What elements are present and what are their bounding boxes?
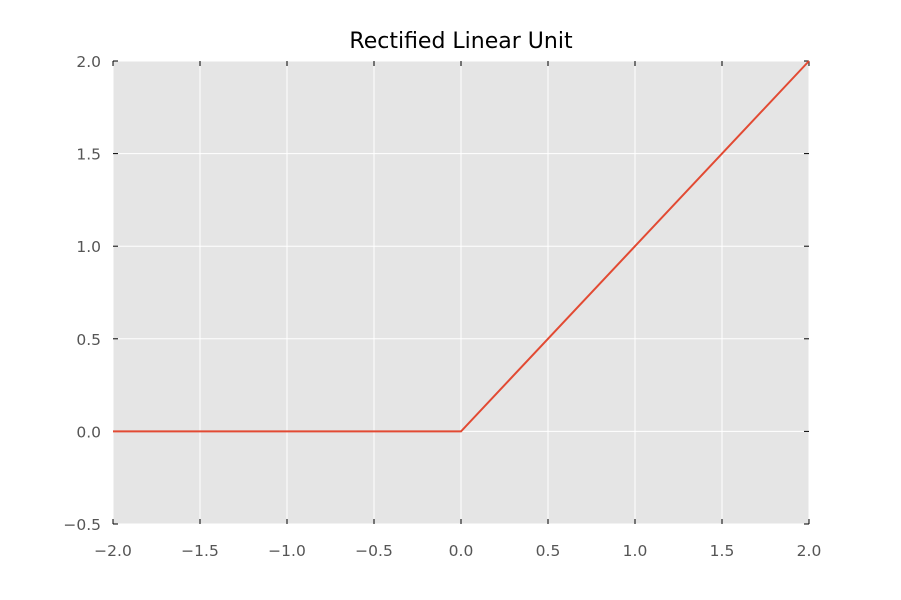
x-tick-label: −2.0 <box>94 542 132 560</box>
chart-title: Rectified Linear Unit <box>349 29 573 54</box>
x-tick-label: 1.5 <box>710 542 735 560</box>
y-tick-label: 1.5 <box>76 146 101 164</box>
y-tick-label: 0.5 <box>76 331 101 349</box>
y-tick-label: 2.0 <box>76 53 101 71</box>
x-tick-label: −1.0 <box>268 542 306 560</box>
y-tick-label: 1.0 <box>76 238 101 256</box>
x-tick-label: −1.5 <box>181 542 219 560</box>
x-tick-label: 2.0 <box>797 542 822 560</box>
series-layer <box>113 60 810 433</box>
y-tick-label: 0.0 <box>76 423 101 441</box>
x-tick-label: 1.0 <box>623 542 648 560</box>
y-tick-label: −0.5 <box>63 516 101 534</box>
x-tick-label: −0.5 <box>355 542 393 560</box>
relu-series-line <box>113 60 810 433</box>
x-tick-label: 0.5 <box>536 542 561 560</box>
x-tick-label: 0.0 <box>449 542 474 560</box>
x-tick-labels: −2.0 −1.5 −1.0 −0.5 0.0 0.5 1.0 1.5 2.0 <box>94 542 821 560</box>
y-tick-labels: −0.5 0.0 0.5 1.0 1.5 2.0 <box>63 53 101 534</box>
